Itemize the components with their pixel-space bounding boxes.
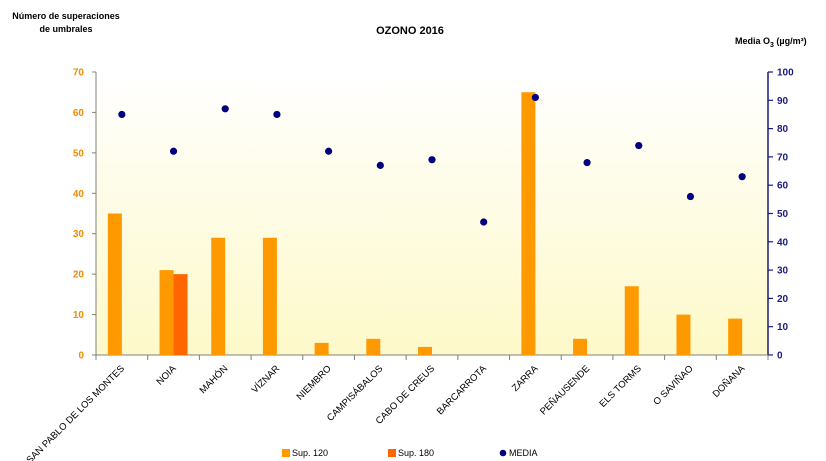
legend: Sup. 120 Sup. 180 MEDIA xyxy=(282,448,538,458)
media-point xyxy=(325,147,333,155)
left-tick-label: 30 xyxy=(73,229,85,240)
left-tick-label: 20 xyxy=(73,270,85,281)
right-tick-label: 70 xyxy=(777,152,789,163)
legend-swatch-bar xyxy=(282,449,290,457)
media-point xyxy=(686,192,695,201)
x-tick-label: VÍZNAR xyxy=(250,363,283,396)
right-tick-label: 80 xyxy=(777,124,789,135)
media-point xyxy=(118,110,126,119)
x-tick-label: ELS TORMS xyxy=(598,363,644,409)
legend-swatch-bar xyxy=(388,449,396,457)
left-tick-label: 0 xyxy=(78,351,84,362)
right-axis-label-main: Media O xyxy=(735,36,770,46)
left-tick-label: 40 xyxy=(73,189,85,200)
x-tick-label: CAMPISÁBALOS xyxy=(325,363,385,423)
bar-sup-120 xyxy=(573,338,588,355)
bar-sup-120 xyxy=(418,346,432,355)
media-point xyxy=(273,110,281,119)
legend-label: Sup. 180 xyxy=(398,448,434,458)
media-point xyxy=(531,93,539,102)
media-point xyxy=(738,173,746,181)
points-group xyxy=(118,93,746,226)
left-axis-label-line1: Número de superaciones xyxy=(12,11,120,21)
x-axis: SAN PABLO DE LOS MONTES NOIA MAHÓN VÍZNAR NI… xyxy=(24,354,769,461)
right-axis-label-unit: (µg/m³) xyxy=(774,36,807,46)
right-tick-label: 40 xyxy=(777,237,789,248)
x-tick-label: BARCARROTA xyxy=(435,363,489,417)
plot-area xyxy=(96,72,768,355)
x-tick-label: DOÑANA xyxy=(711,363,748,400)
right-axis-label: Media O3 (µg/m³) xyxy=(735,36,807,49)
bar-sup-120 xyxy=(366,338,381,355)
media-point xyxy=(635,141,643,150)
media-point xyxy=(480,218,488,226)
x-tick-label: NOIA xyxy=(154,363,179,388)
x-tick-label: NIEMBRO xyxy=(295,363,334,402)
media-point xyxy=(376,161,384,169)
legend-label: Sup. 120 xyxy=(292,448,328,458)
x-tick-label: ZARRA xyxy=(510,363,541,394)
right-tick-label: 90 xyxy=(777,96,789,107)
bar-sup-120 xyxy=(211,237,226,355)
right-axis: 0 10 20 30 40 50 60 70 80 90 100 xyxy=(767,68,794,362)
bar-sup-180 xyxy=(173,274,188,355)
bar-sup-120 xyxy=(314,342,329,355)
bar-sup-120 xyxy=(262,237,277,355)
x-tick-label: SAN PABLO DE LOS MONTES xyxy=(24,363,126,461)
media-point xyxy=(583,158,591,167)
right-tick-label: 0 xyxy=(777,351,783,362)
legend-label: MEDIA xyxy=(509,448,538,458)
bar-sup-120 xyxy=(676,314,691,355)
right-tick-label: 20 xyxy=(777,294,789,305)
bar-sup-120 xyxy=(107,213,122,355)
right-tick-label: 50 xyxy=(777,209,789,220)
left-tick-label: 60 xyxy=(73,108,85,119)
right-tick-label: 10 xyxy=(777,322,789,333)
media-point xyxy=(169,147,178,155)
right-tick-label: 30 xyxy=(777,266,789,277)
x-tick-label: O SAVIÑAO xyxy=(651,363,695,407)
legend-swatch-point xyxy=(499,449,507,457)
left-axis-label-line2: de umbrales xyxy=(39,24,92,34)
left-tick-label: 10 xyxy=(73,310,85,321)
right-tick-label: 60 xyxy=(777,181,789,192)
left-tick-label: 70 xyxy=(73,68,85,79)
bar-sup-120 xyxy=(624,286,639,355)
left-tick-label: 50 xyxy=(73,148,85,159)
media-point xyxy=(221,105,229,113)
bar-sup-120 xyxy=(159,270,174,355)
bar-sup-120 xyxy=(521,92,536,355)
right-tick-label: 100 xyxy=(777,68,794,79)
x-tick-label: PEÑAUSENDE xyxy=(538,363,592,417)
x-tick-label: MAHÓN xyxy=(198,363,231,396)
right-axis-label-sub: 3 xyxy=(770,42,774,49)
chart-title: OZONO 2016 xyxy=(376,25,444,37)
bars-group xyxy=(107,92,743,355)
bar-sup-120 xyxy=(728,318,743,355)
media-point xyxy=(428,156,436,164)
left-axis: 0 10 20 30 40 50 60 70 xyxy=(73,68,97,362)
